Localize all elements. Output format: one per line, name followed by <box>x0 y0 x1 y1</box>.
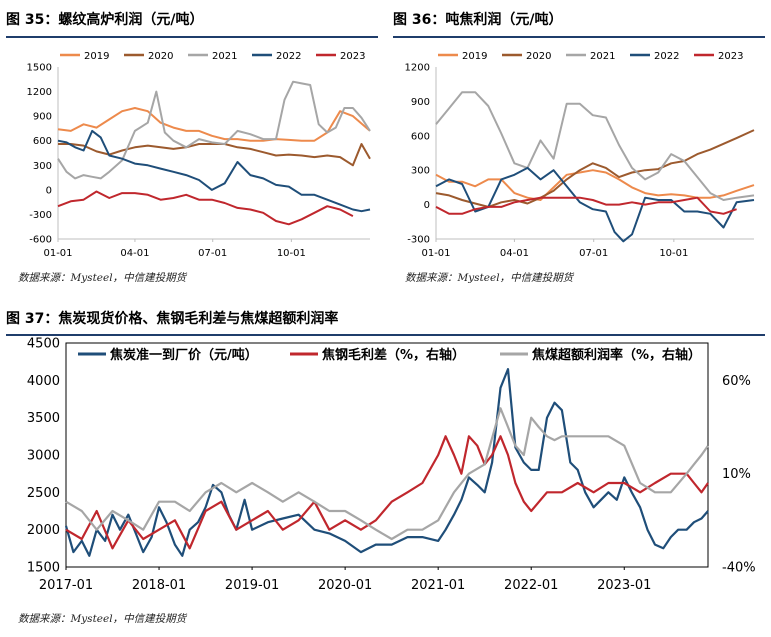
fig35-source: 数据来源：Mysteel，中信建投期货 <box>18 272 187 284</box>
fig36-title: 图 36：吨焦利润（元/吨） <box>393 12 563 28</box>
fig35-title-rule <box>6 36 378 38</box>
fig35-legend-label-0: 2019 <box>84 51 109 62</box>
fig37-legend-label-0: 焦炭准一到厂价（元/吨） <box>109 347 258 363</box>
fig37-source: 数据来源：Mysteel，中信建投期货 <box>18 613 187 625</box>
fig36-y-tick-label: 300 <box>411 166 430 177</box>
fig37-y-tick-label: 2500 <box>27 486 60 501</box>
fig35-y-tick-label: 300 <box>33 161 52 172</box>
fig35-y-tick-label: 600 <box>33 136 52 147</box>
fig37-y-tick-label: 2000 <box>27 523 60 538</box>
fig37-y-tick-label: 4500 <box>27 337 60 352</box>
fig37-line-series-0 <box>64 368 709 557</box>
fig37-x-tick-label: 2020-01 <box>318 578 372 593</box>
fig35-line-series-0 <box>57 107 371 142</box>
fig35-legend-label-4: 2023 <box>340 51 365 62</box>
fig37-x-tick-label: 2019-01 <box>225 578 279 593</box>
fig37-x-tick-label: 2017-01 <box>39 578 93 593</box>
fig36-legend-label-4: 2023 <box>718 51 743 62</box>
fig35-y-tick-label: -600 <box>29 235 52 246</box>
fig37-title-rule <box>6 334 765 336</box>
fig37-x-tick-label: 2021-01 <box>411 578 465 593</box>
fig35-line-series-3 <box>57 129 371 213</box>
fig36-y-tick-label: 0 <box>424 200 430 211</box>
fig35-x-tick-label: 07-01 <box>198 248 227 259</box>
fig36-y-tick-label: -300 <box>407 235 430 246</box>
fig36-line-series-4 <box>435 196 737 215</box>
fig37-y-tick-label: 4000 <box>27 374 60 389</box>
fig36-y-tick-label: 900 <box>411 97 430 108</box>
fig36-title-rule <box>393 36 765 38</box>
fig35-title: 图 35：螺纹高炉利润（元/吨） <box>6 12 204 28</box>
fig35-y-tick-label: 0 <box>46 185 52 196</box>
fig36-legend-label-0: 2019 <box>462 51 487 62</box>
fig37-y2-tick-label: -40% <box>722 561 756 576</box>
fig36-legend-label-2: 2021 <box>590 51 615 62</box>
fig35-x-tick-label: 04-01 <box>120 248 149 259</box>
fig35-y-tick-label: 1200 <box>27 87 52 98</box>
fig36-y-tick-label: 1200 <box>405 63 430 74</box>
fig35-legend-label-3: 2022 <box>276 51 301 62</box>
fig35-legend-label-1: 2020 <box>148 51 173 62</box>
fig36-x-tick-label: 01-01 <box>421 248 450 259</box>
fig35-y-tick-label: 900 <box>33 112 52 123</box>
fig35-x-tick-label: 10-01 <box>277 248 306 259</box>
fig37-legend-label-2: 焦煤超额利润率（%，右轴） <box>531 347 701 363</box>
fig36-x-tick-label: 10-01 <box>659 248 688 259</box>
fig37-y-tick-label: 1500 <box>27 561 60 576</box>
fig35-line-series-2 <box>57 80 371 180</box>
fig36-source: 数据来源：Mysteel，中信建投期货 <box>405 272 574 284</box>
fig36-legend-label-1: 2020 <box>526 51 551 62</box>
fig36-line-series-2 <box>435 91 755 201</box>
fig37-legend-label-1: 焦钢毛利差（%，右轴） <box>321 347 465 363</box>
fig35-y-tick-label: -300 <box>29 210 52 221</box>
fig37-x-tick-label: 2018-01 <box>132 578 186 593</box>
fig37-y2-tick-label: 10% <box>722 467 751 482</box>
fig37-y2-tick-label: 60% <box>722 374 751 389</box>
fig36-line-series-3 <box>435 166 755 243</box>
fig37-x-tick-label: 2022-01 <box>504 578 558 593</box>
fig37-line-series-2 <box>65 407 709 541</box>
fig36-x-tick-label: 04-01 <box>500 248 529 259</box>
fig37-y-tick-label: 3500 <box>27 411 60 426</box>
fig35-line-series-4 <box>57 190 354 226</box>
fig36-y-tick-label: 600 <box>411 131 430 142</box>
fig37-x-tick-label: 2023-01 <box>597 578 651 593</box>
fig37-y-tick-label: 3000 <box>27 449 60 464</box>
fig35-x-tick-label: 01-01 <box>43 248 72 259</box>
fig35-legend-label-2: 2021 <box>212 51 237 62</box>
fig36-x-tick-label: 07-01 <box>579 248 608 259</box>
fig35-y-tick-label: 1500 <box>27 63 52 74</box>
fig37-title: 图 37：焦炭现货价格、焦钢毛利差与焦煤超额利润率 <box>6 311 339 327</box>
fig36-legend-label-3: 2022 <box>654 51 679 62</box>
fig37-line-series-1 <box>65 435 709 550</box>
fig37-plot-frame <box>65 342 709 568</box>
